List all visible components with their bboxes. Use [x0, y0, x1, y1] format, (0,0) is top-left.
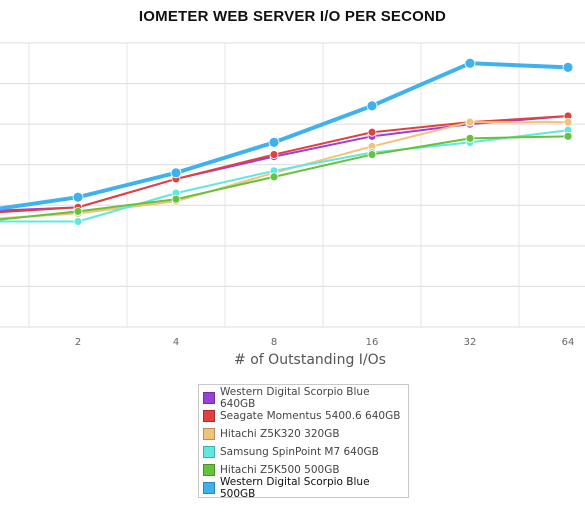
x-tick-label: 4 — [173, 337, 179, 345]
legend-label: Samsung SpinPoint M7 640GB — [220, 446, 379, 458]
legend-item: Western Digital Scorpio Blue 500GB — [203, 476, 408, 500]
legend-label: Hitachi Z5K320 320GB — [220, 428, 340, 440]
data-point — [563, 131, 573, 141]
data-point — [170, 167, 182, 179]
legend-swatch — [203, 464, 215, 476]
data-point — [269, 172, 279, 182]
legend-swatch — [203, 482, 215, 494]
legend-item: Hitachi Z5K500 500GB — [203, 461, 408, 479]
data-point — [269, 150, 279, 159]
data-point — [366, 100, 378, 112]
data-point — [72, 191, 84, 203]
legend-swatch — [203, 392, 215, 404]
data-point — [171, 194, 181, 204]
chart-plot-area: 2 4 8 16 32 64 — [0, 42, 585, 345]
x-tick-label: 8 — [271, 337, 277, 345]
data-point — [563, 117, 573, 127]
x-axis-label: # of Outstanding I/Os — [234, 352, 386, 368]
legend-item: Seagate Momentus 5400.6 640GB — [203, 407, 408, 425]
data-point — [464, 57, 476, 69]
legend-swatch — [203, 410, 215, 422]
x-tick-label: 2 — [75, 337, 81, 345]
data-point — [268, 136, 280, 148]
x-tick-label: 32 — [464, 337, 477, 345]
x-tick-label: 64 — [562, 337, 575, 345]
legend-label: Seagate Momentus 5400.6 640GB — [220, 410, 401, 422]
legend-item: Hitachi Z5K320 320GB — [203, 425, 408, 443]
legend-item: Western Digital Scorpio Blue 640GB — [203, 386, 408, 410]
legend-swatch — [203, 446, 215, 458]
series-line — [0, 129, 569, 223]
data-point — [465, 133, 475, 143]
chart-legend: Western Digital Scorpio Blue 640GB Seagat… — [198, 384, 409, 500]
legend-swatch — [203, 428, 215, 440]
data-point — [73, 217, 83, 226]
legend-label: Western Digital Scorpio Blue 500GB — [219, 476, 370, 500]
data-point — [562, 61, 574, 73]
data-point — [367, 127, 377, 137]
legend-label: Western Digital Scorpio Blue 640GB — [219, 386, 370, 410]
series-line — [0, 135, 569, 221]
legend-label: Hitachi Z5K500 500GB — [220, 464, 340, 476]
x-tick-label: 16 — [366, 337, 379, 345]
data-point — [465, 117, 475, 127]
legend-item: Samsung SpinPoint M7 640GB — [203, 443, 408, 461]
chart-title: IOMETER WEB SERVER I/O PER SECOND — [138, 8, 447, 25]
data-point — [367, 150, 377, 159]
data-point — [73, 206, 83, 216]
